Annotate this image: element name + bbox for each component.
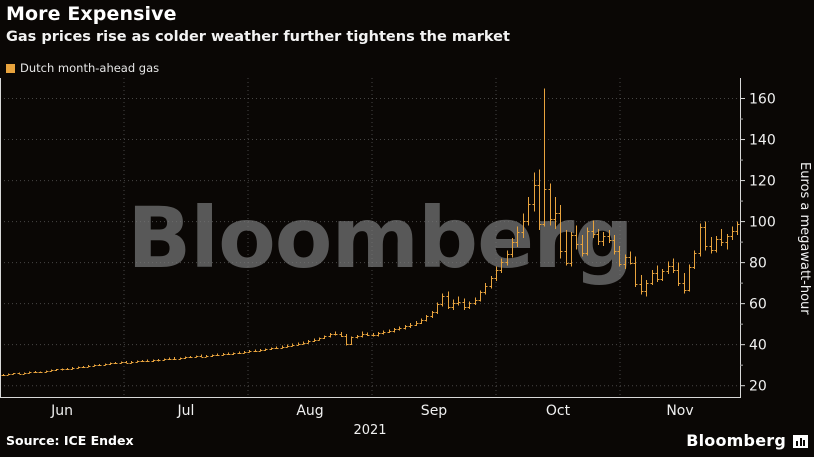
- svg-text:60: 60: [749, 297, 767, 313]
- y-axis-title-label: Euros a megawatt-hour: [797, 161, 812, 315]
- page-subtitle: Gas prices rise as colder weather furthe…: [6, 29, 510, 45]
- x-tick-label: Jul: [177, 403, 195, 419]
- y-axis-title: Euros a megawatt-hour: [795, 78, 813, 398]
- svg-text:160: 160: [749, 92, 776, 108]
- svg-text:40: 40: [749, 338, 767, 354]
- chart-header: More Expensive Gas prices rise as colder…: [6, 2, 806, 47]
- svg-text:80: 80: [749, 256, 767, 272]
- x-tick-label: Aug: [296, 403, 324, 419]
- x-tick-label: Jun: [51, 403, 73, 419]
- legend-swatch-icon: [6, 63, 15, 73]
- plot-area: Bloomberg 20 40 60 80 100 120 140 160: [0, 78, 814, 398]
- bloomberg-logo-icon: [793, 435, 808, 448]
- bloomberg-brand: Bloomberg: [686, 431, 786, 450]
- x-axis-tick-labels: Jun Jul Aug Sep Oct Nov: [0, 402, 814, 422]
- x-tick-label: Oct: [545, 403, 571, 419]
- x-tick-label: Nov: [666, 403, 694, 419]
- chart-footer: Source: ICE Endex Bloomberg: [0, 429, 814, 457]
- source-note: Source: ICE Endex: [6, 433, 134, 448]
- chart-legend: Dutch month-ahead gas: [6, 62, 159, 74]
- svg-text:20: 20: [749, 379, 767, 395]
- x-tick-label: Sep: [420, 403, 448, 419]
- svg-text:100: 100: [749, 215, 776, 231]
- svg-text:140: 140: [749, 133, 776, 149]
- x-axis-label: 2021: [353, 423, 387, 438]
- legend-item-label: Dutch month-ahead gas: [20, 61, 160, 75]
- svg-text:120: 120: [749, 174, 776, 190]
- ohlc-chart: 20 40 60 80 100 120 140 160: [0, 78, 776, 398]
- page-title: More Expensive: [6, 3, 177, 25]
